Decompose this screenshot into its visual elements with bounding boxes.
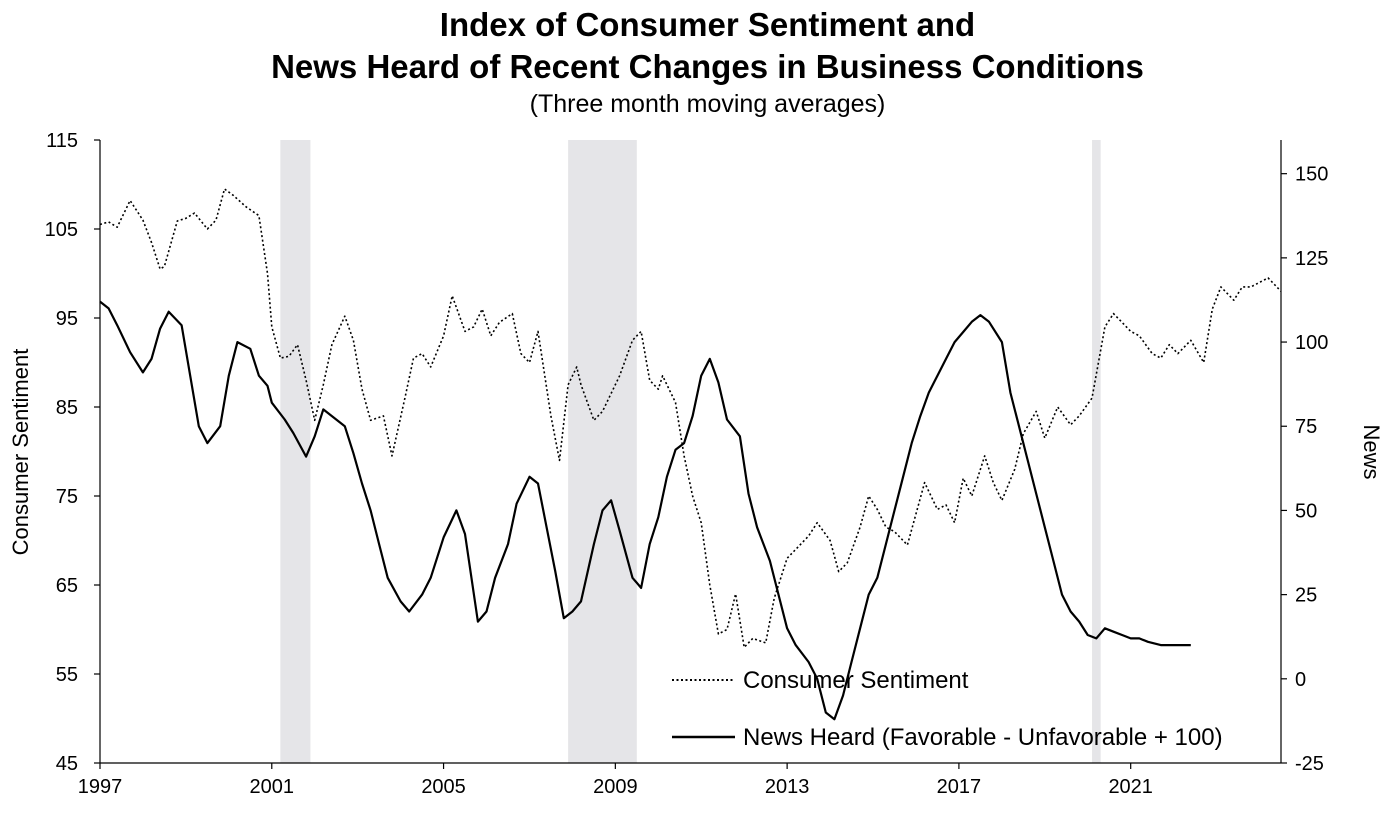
series-line-news-heard [99,300,1191,721]
legend-label-news-heard: News Heard (Favorable - Unfavorable + 10… [743,724,1223,751]
y-right-tick-label: 0 [1295,669,1306,691]
x-tick-label: 2009 [593,776,638,798]
x-tick-label: 2001 [250,776,295,798]
recession-band [568,140,637,763]
recession-band [280,140,311,763]
chart-title-line2: News Heard of Recent Changes in Business… [271,48,1144,85]
y-axis-label-right: News [1359,424,1384,479]
series-line-consumer-sentiment [99,188,1282,649]
series-layer [99,188,1282,721]
y-left-tick-label: 65 [56,575,78,597]
recession-shading [280,140,1101,763]
y-right-tick-label: 50 [1295,500,1317,522]
y-left-tick-label: 75 [56,486,78,508]
chart-title: Index of Consumer Sentiment and [439,6,976,43]
legend-label-consumer-sentiment: Consumer Sentiment [743,667,969,694]
y-left-tick-label: 85 [56,397,78,419]
recession-band [1092,140,1101,763]
y-left-tick-label: 115 [46,130,78,152]
y-left-tick-label: 55 [56,664,78,686]
x-tick-label: 2017 [937,776,982,798]
y-right-tick-label: 75 [1295,416,1317,438]
x-tick-label: 2021 [1108,776,1153,798]
x-tick-label: 2013 [765,776,810,798]
chart-subtitle: (Three month moving averages) [529,90,886,118]
y-right-tick-label: 150 [1295,164,1328,186]
y-left-tick-label: 45 [56,753,78,775]
y-right-tick-label: 25 [1295,585,1317,607]
y-left-tick-label: 95 [56,308,78,330]
x-tick-label: 2005 [421,776,466,798]
tick-labels: 1997 2001 2005 2009 2013 2017 2021 45 55 65 75 85 95… [45,130,1329,798]
y-axis-label-left: Consumer Sentiment [8,349,33,556]
y-right-tick-label: -25 [1295,753,1324,775]
y-right-tick-label: 125 [1295,248,1328,270]
x-tick-label: 1997 [78,776,123,798]
legend: Consumer Sentiment News Heard (Favorable… [672,667,1223,751]
y-left-tick-label: 105 [45,219,78,241]
y-right-tick-label: 100 [1295,332,1328,354]
axes [99,140,1282,764]
